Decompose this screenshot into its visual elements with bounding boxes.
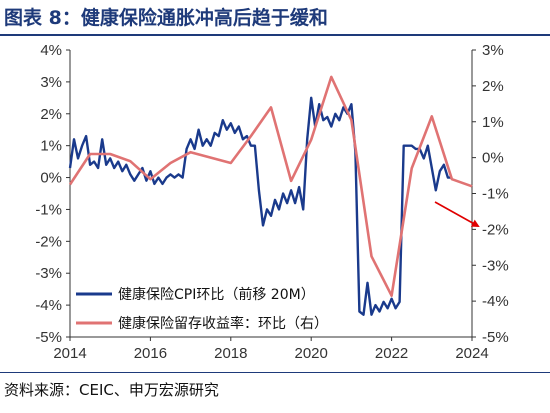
chart-title: 图表 8：健康保险通胀冲高后趋于缓和 xyxy=(4,7,328,29)
y-right-tick-label: -3% xyxy=(482,257,509,274)
x-tick-label: 2024 xyxy=(455,345,488,362)
y-right-tick-label: -4% xyxy=(482,293,509,310)
x-tick-label: 2018 xyxy=(214,345,247,362)
y-right-tick-label: -2% xyxy=(482,221,509,238)
y-right-tick-label: -1% xyxy=(482,186,509,203)
annotation-arrow xyxy=(434,201,480,227)
y-right-tick-label: -5% xyxy=(482,329,509,346)
y-left-tick-label: 2% xyxy=(40,106,62,123)
y-left-tick-label: -2% xyxy=(35,233,62,250)
x-tick-label: 2016 xyxy=(134,345,167,362)
y-right-tick-label: 0% xyxy=(482,150,504,167)
y-left-tick-label: -5% xyxy=(35,329,62,346)
y-right-tick-label: 3% xyxy=(482,42,504,59)
series-line-retained-earnings xyxy=(68,75,473,297)
x-tick-label: 2014 xyxy=(53,345,86,362)
series-line-health-insurance-cpi xyxy=(68,96,452,316)
y-left-tick-label: 0% xyxy=(40,170,62,187)
y-left-tick-label: -1% xyxy=(35,201,62,218)
source-note: 资料来源：CEIC、申万宏源研究 xyxy=(4,381,219,399)
title-rule xyxy=(0,34,550,36)
x-tick-label: 2020 xyxy=(295,345,328,362)
y-left-tick-label: 4% xyxy=(40,42,62,59)
legend-label: 健康保险CPI环比（前移 20M） xyxy=(118,286,315,303)
y-left-tick-label: -4% xyxy=(35,297,62,314)
y-left-tick-label: 1% xyxy=(40,138,62,155)
y-right-tick-label: 1% xyxy=(482,114,504,131)
legend-label: 健康保险留存收益率：环比（右） xyxy=(118,315,328,332)
footer-rule xyxy=(0,372,550,373)
y-right-tick-label: 2% xyxy=(482,78,504,95)
x-tick-label: 2022 xyxy=(375,345,408,362)
y-left-tick-label: 3% xyxy=(40,74,62,91)
chart-svg: 4% 3% 2% 1% 0% -1% -2% -3% -4% -5% 3% 2% 1% 0% -1% -2% -… xyxy=(35,42,509,362)
y-left-tick-label: -3% xyxy=(35,265,62,282)
